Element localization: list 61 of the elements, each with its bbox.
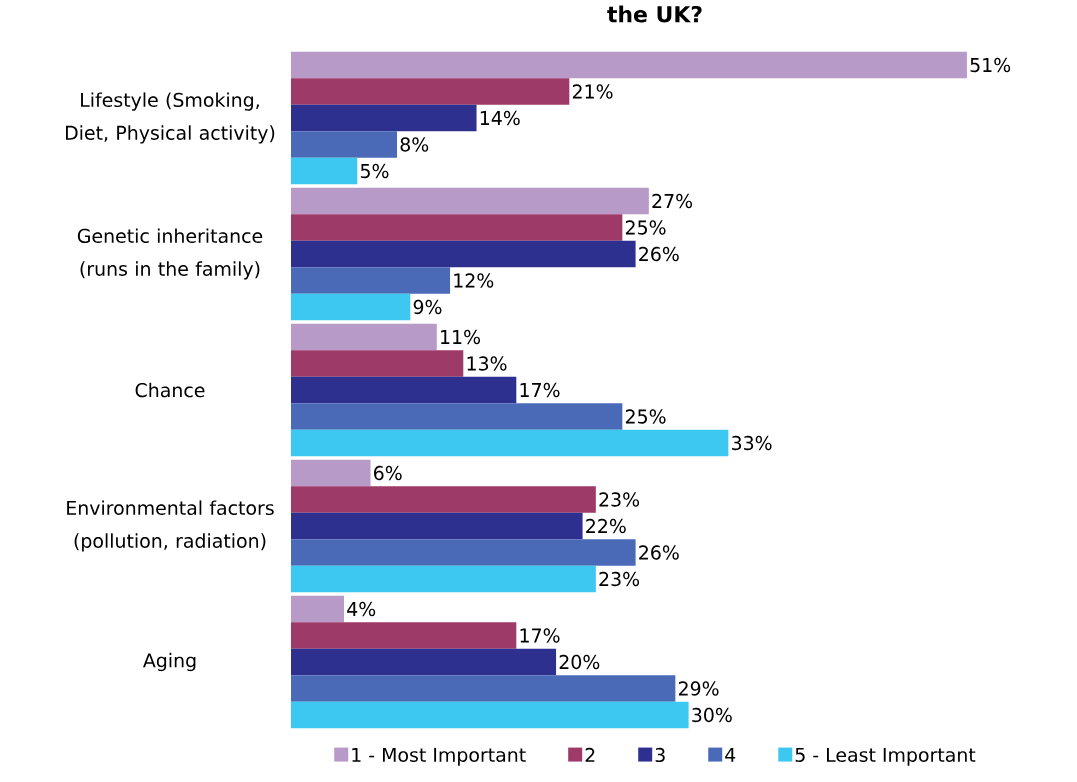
data-label: 23% [599,571,640,587]
bar [291,648,557,676]
bar [291,157,358,185]
bar [291,131,398,158]
bar [291,350,464,377]
data-label: 17% [520,628,560,643]
bar [291,565,596,593]
bar [291,240,636,268]
bar [291,376,517,404]
data-label: 5% [360,163,389,179]
bar [291,459,371,487]
bar [291,512,583,540]
data-label: 11% [441,329,480,345]
data-label: 25% [625,409,666,424]
legend-label: 4 [725,747,736,762]
data-label: 20% [559,654,600,670]
chart-title: the UK? [607,5,702,23]
bar [291,214,623,241]
y-tick-label: Lifestyle (Smoking, Diet, Physical activity) [65,92,275,144]
bar [291,323,437,351]
data-label: 51% [970,57,1011,73]
data-label: 22% [586,518,626,534]
legend-label: 1 - Most Important [352,747,526,766]
legend-label: 5 - Least Important [795,747,976,766]
bar [291,104,477,132]
data-label: 9% [413,299,442,315]
bar [291,293,411,321]
data-label: 12% [454,273,494,288]
data-label: 26% [639,246,679,262]
legend-label: 2 [585,747,595,762]
data-label: 14% [480,110,520,126]
data-label: 33% [732,435,772,451]
y-tick-label: Aging [143,652,196,672]
bar [291,675,676,702]
data-label: 8% [400,137,429,152]
bar [291,51,967,79]
data-label: 30% [692,707,732,723]
bar [291,622,517,649]
data-label: 29% [678,681,719,696]
data-label: 6% [374,465,402,481]
data-label: 26% [639,545,679,560]
data-label: 21% [572,84,613,99]
bar [291,187,649,215]
bar [291,539,636,566]
data-label: 25% [625,220,666,235]
bar [291,595,345,623]
bar [291,486,596,513]
bar [291,267,451,294]
bar [291,429,729,457]
legend-label: 3 [655,747,665,763]
y-tick-label: Environmental factors (pollution, radiation) [67,500,274,552]
data-label: 27% [652,193,693,209]
y-tick-label: Chance [135,382,205,398]
bar [291,701,689,729]
bar [291,78,570,105]
data-label: 13% [467,356,507,371]
data-label: 17% [520,382,560,398]
data-label: 23% [599,492,640,507]
bar [291,403,623,430]
y-tick-label: Genetic inheritance (runs in the family) [77,228,263,280]
data-label: 4% [347,601,376,617]
